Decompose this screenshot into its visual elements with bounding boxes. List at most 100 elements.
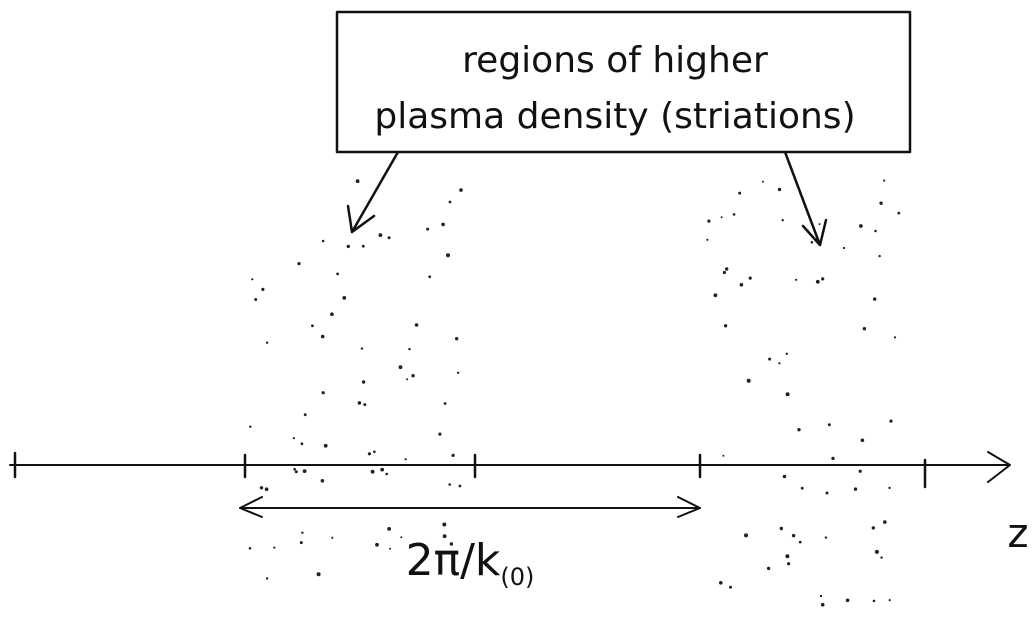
dot bbox=[819, 594, 823, 598]
label-box bbox=[335, 10, 912, 154]
wavelength-label: 2π/k(0) bbox=[406, 535, 535, 591]
dot bbox=[426, 227, 430, 231]
dot bbox=[820, 602, 825, 607]
dot bbox=[360, 347, 364, 350]
dot bbox=[451, 453, 455, 457]
dot bbox=[336, 272, 339, 276]
dot bbox=[778, 362, 781, 365]
dot bbox=[375, 542, 379, 547]
dot bbox=[367, 452, 371, 456]
dot bbox=[782, 474, 787, 479]
dot bbox=[797, 428, 801, 432]
dot bbox=[411, 374, 415, 378]
axis-label: z bbox=[1008, 511, 1029, 557]
dot bbox=[265, 577, 269, 580]
dot bbox=[744, 533, 748, 538]
dot bbox=[294, 470, 298, 474]
dot bbox=[738, 191, 742, 195]
dot bbox=[873, 297, 877, 301]
dot bbox=[254, 298, 258, 301]
dot bbox=[265, 341, 269, 344]
dot bbox=[825, 491, 829, 495]
dot bbox=[261, 287, 265, 291]
dot bbox=[442, 534, 447, 539]
dot bbox=[342, 296, 347, 300]
dot bbox=[299, 541, 303, 545]
dot bbox=[725, 267, 729, 271]
dot bbox=[732, 213, 736, 216]
dot bbox=[264, 487, 269, 492]
dot bbox=[428, 275, 432, 279]
dot bbox=[370, 469, 375, 474]
dot bbox=[810, 241, 814, 244]
dot bbox=[300, 442, 304, 446]
dot bbox=[800, 486, 804, 490]
dot bbox=[785, 392, 790, 397]
dot bbox=[872, 599, 876, 603]
dot bbox=[378, 233, 383, 238]
dot bbox=[363, 403, 367, 407]
dot bbox=[719, 581, 723, 585]
dot bbox=[357, 401, 362, 405]
plasma-dots bbox=[248, 179, 901, 607]
dot bbox=[766, 566, 771, 571]
dot bbox=[883, 520, 887, 524]
pointer-arrow bbox=[346, 150, 400, 234]
dot bbox=[889, 419, 893, 423]
dot bbox=[320, 334, 325, 339]
dot bbox=[455, 337, 459, 341]
dot bbox=[293, 467, 296, 471]
dot bbox=[292, 437, 295, 440]
dot bbox=[883, 179, 886, 182]
dot bbox=[862, 327, 867, 331]
dot bbox=[815, 279, 820, 284]
dot bbox=[404, 458, 407, 461]
dot bbox=[831, 456, 835, 461]
dot bbox=[406, 378, 409, 381]
dot bbox=[779, 526, 783, 531]
dot bbox=[387, 236, 391, 240]
dot bbox=[321, 391, 325, 395]
dot bbox=[449, 542, 454, 546]
dot bbox=[346, 244, 350, 249]
dot bbox=[361, 380, 366, 384]
dot bbox=[798, 540, 802, 544]
dot bbox=[380, 467, 385, 472]
dot bbox=[398, 365, 403, 370]
dot bbox=[273, 546, 276, 549]
dot bbox=[874, 549, 879, 554]
dot bbox=[330, 312, 334, 317]
dot bbox=[297, 262, 301, 266]
dot bbox=[321, 239, 325, 243]
dot bbox=[827, 423, 831, 427]
dot bbox=[746, 378, 751, 383]
dot bbox=[785, 352, 788, 355]
dot bbox=[331, 536, 334, 539]
dot bbox=[821, 277, 825, 281]
dot bbox=[320, 479, 325, 483]
dot bbox=[389, 547, 392, 550]
dot bbox=[859, 224, 863, 228]
dot bbox=[707, 219, 711, 223]
dot bbox=[706, 238, 709, 241]
z-axis bbox=[9, 451, 1011, 483]
dot bbox=[249, 425, 252, 428]
dot bbox=[860, 438, 865, 443]
dot bbox=[781, 219, 784, 222]
dot bbox=[723, 324, 728, 328]
dot bbox=[400, 536, 403, 539]
dot bbox=[302, 469, 307, 473]
dot bbox=[785, 554, 790, 559]
wavelength-subscript: (0) bbox=[500, 563, 534, 591]
dot bbox=[871, 526, 875, 530]
dot bbox=[888, 486, 891, 490]
box-line: plasma density (striations) bbox=[374, 96, 855, 137]
dot bbox=[722, 270, 727, 275]
dot bbox=[408, 347, 411, 351]
dot bbox=[385, 472, 389, 476]
dot bbox=[787, 562, 791, 566]
wavelength-text: 2π/k bbox=[406, 535, 501, 586]
dot bbox=[761, 180, 764, 183]
dot bbox=[387, 527, 391, 531]
